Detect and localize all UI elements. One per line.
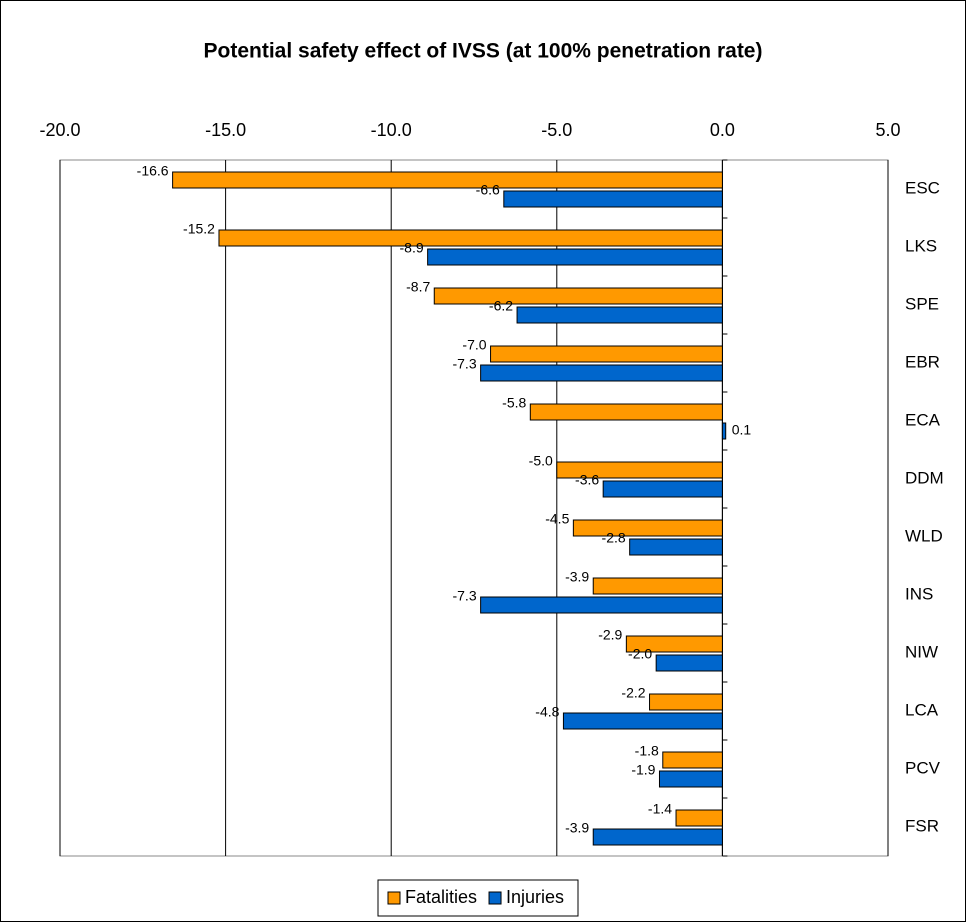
value-label: -6.2: [489, 298, 513, 314]
bar: [675, 809, 723, 827]
bar: [662, 751, 723, 769]
value-label: -15.2: [183, 221, 215, 237]
x-tick-label: 0.0: [710, 120, 735, 140]
value-label: -2.0: [628, 646, 652, 662]
bar: [572, 519, 723, 537]
bar: [562, 712, 723, 730]
bar: [658, 770, 723, 788]
y-tick-label: ECA: [905, 410, 941, 429]
y-tick-label: PCV: [905, 758, 941, 777]
bar: [721, 422, 727, 440]
legend-box: [377, 879, 579, 917]
bar: [602, 480, 723, 498]
value-label: -1.9: [631, 762, 655, 778]
bar: [592, 828, 723, 846]
value-label: -2.8: [602, 530, 626, 546]
bar: [629, 538, 723, 556]
bar: [516, 306, 723, 324]
y-tick-label: WLD: [905, 526, 943, 545]
bar: [172, 171, 723, 189]
value-label: -1.4: [648, 801, 672, 817]
y-tick-label: LCA: [905, 700, 939, 719]
x-tick-label: 5.0: [875, 120, 900, 140]
value-label: -2.9: [598, 627, 622, 643]
bar: [529, 403, 723, 421]
bar: [655, 654, 723, 672]
legend-swatch: [387, 891, 401, 905]
value-label: -3.9: [565, 569, 589, 585]
bar: [218, 229, 723, 247]
bar: [490, 345, 723, 363]
value-label: -5.0: [529, 453, 553, 469]
bar: [503, 190, 723, 208]
y-tick-label: FSR: [905, 816, 939, 835]
value-label: -5.8: [502, 395, 526, 411]
value-label: -8.7: [406, 279, 430, 295]
value-label: -4.5: [545, 511, 569, 527]
bar: [427, 248, 723, 266]
value-label: -8.9: [400, 240, 424, 256]
value-label: -3.6: [575, 472, 599, 488]
value-label: 0.1: [732, 422, 752, 438]
legend-label: Fatalities: [405, 887, 477, 907]
bar: [433, 287, 723, 305]
bar: [480, 364, 723, 382]
x-tick-label: -20.0: [39, 120, 80, 140]
bar: [480, 596, 723, 614]
x-tick-label: -10.0: [371, 120, 412, 140]
y-tick-label: INS: [905, 584, 933, 603]
plot-area: [59, 159, 889, 857]
value-label: -1.8: [635, 743, 659, 759]
value-label: -6.6: [476, 182, 500, 198]
value-label: -4.8: [535, 704, 559, 720]
x-tick-label: -5.0: [541, 120, 572, 140]
value-label: -3.9: [565, 820, 589, 836]
bar: [649, 693, 723, 711]
y-tick-label: ESC: [905, 178, 940, 197]
legend-label: Injuries: [506, 887, 564, 907]
legend-swatch: [488, 891, 502, 905]
bar: [556, 461, 723, 479]
value-label: -7.3: [452, 356, 476, 372]
value-label: -7.3: [452, 588, 476, 604]
y-tick-label: LKS: [905, 236, 937, 255]
y-tick-label: NIW: [905, 642, 938, 661]
y-tick-label: SPE: [905, 294, 939, 313]
bar: [625, 635, 723, 653]
value-label: -2.2: [621, 685, 645, 701]
value-label: -16.6: [137, 163, 169, 179]
y-tick-label: EBR: [905, 352, 940, 371]
chart-title: Potential safety effect of IVSS (at 100%…: [204, 40, 763, 63]
value-label: -7.0: [462, 337, 486, 353]
y-tick-label: DDM: [905, 468, 944, 487]
bar: [592, 577, 723, 595]
x-tick-label: -15.0: [205, 120, 246, 140]
